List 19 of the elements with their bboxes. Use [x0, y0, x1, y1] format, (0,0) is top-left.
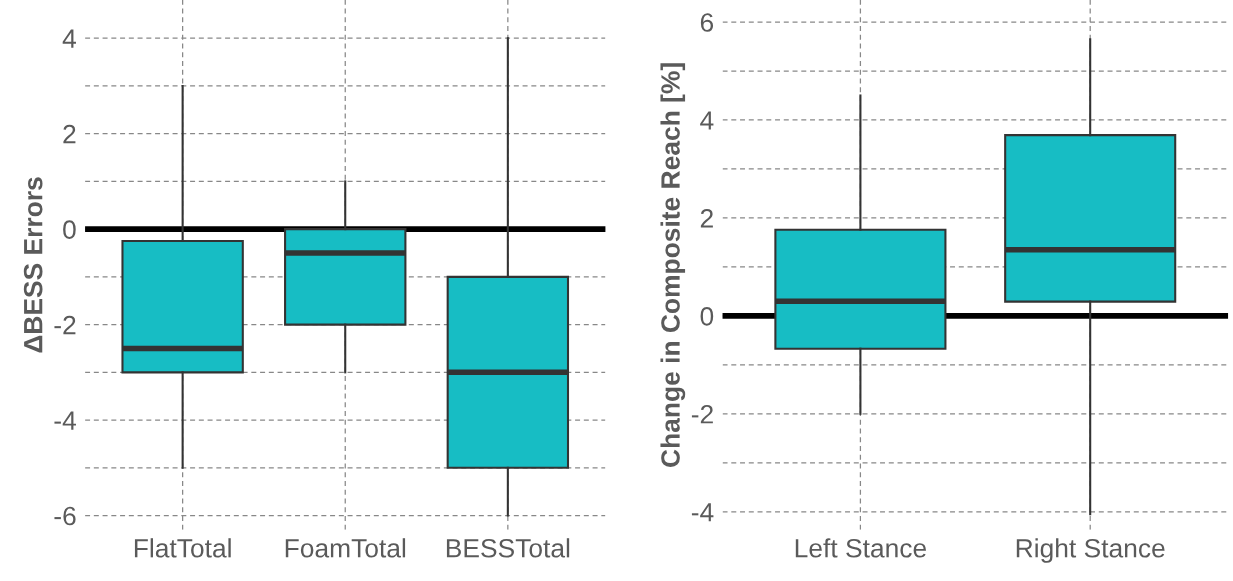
y-tick-label: 4 [700, 111, 714, 130]
y-tick-label: 6 [700, 13, 714, 32]
y-tick-label: -4 [691, 503, 714, 522]
y-tick-label: -6 [54, 506, 76, 526]
y-axis-title: Change in Composite Reach [%] [660, 63, 686, 467]
x-tick-label: Left Stance [795, 538, 926, 558]
x-tick-label: Right Stance [1016, 538, 1165, 563]
x-tick-label: FoamTotal [285, 538, 406, 558]
y-tick-label: 2 [63, 124, 76, 144]
y-tick-label: 0 [700, 307, 714, 326]
y-tick-label: 0 [63, 220, 76, 239]
x-tick-label: FlatTotal [134, 538, 231, 558]
x-tick-label: BESSTotal [446, 538, 570, 558]
y-tick-label: -4 [54, 411, 76, 430]
y-tick-label: 4 [62, 29, 76, 48]
y-axis-title: ΔBESS Errors [23, 177, 43, 353]
y-tick-label: -2 [54, 315, 76, 335]
y-tick-label: -2 [691, 404, 713, 424]
y-tick-label: 2 [700, 209, 713, 228]
